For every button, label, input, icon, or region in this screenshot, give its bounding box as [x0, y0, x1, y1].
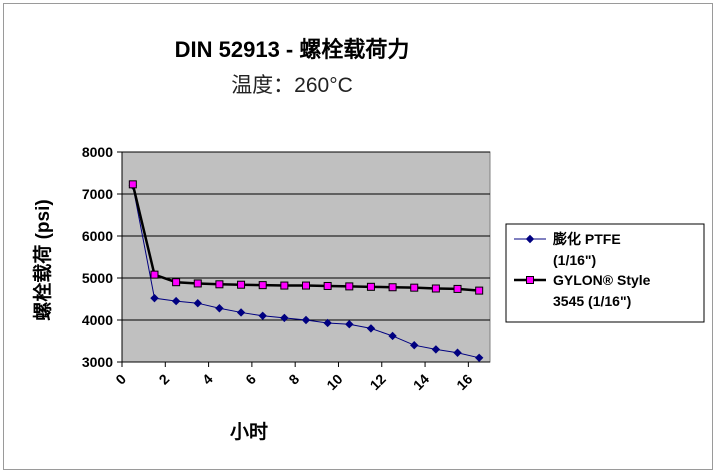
- x-tick-label: 10: [323, 371, 345, 393]
- x-tick-label: 8: [285, 371, 302, 388]
- series-layer: [128, 180, 484, 363]
- chart-title: DIN 52913 - 螺栓载荷力: [175, 37, 410, 62]
- y-axis-title: 螺栓载荷 (psi): [31, 199, 54, 320]
- data-point: [258, 281, 267, 290]
- x-tick-label: 12: [367, 371, 389, 393]
- data-point: [431, 284, 440, 293]
- data-point: [280, 313, 289, 323]
- data-point: [366, 282, 375, 291]
- data-point: [410, 283, 419, 292]
- axes: [117, 151, 490, 367]
- data-point: [237, 280, 246, 289]
- data-point: [193, 298, 202, 308]
- data-point: [215, 280, 224, 289]
- data-point: [453, 284, 462, 293]
- data-point: [280, 281, 289, 290]
- data-point: [302, 281, 310, 290]
- data-point: [323, 318, 332, 328]
- data-point: [475, 286, 484, 295]
- data-point: [258, 311, 267, 321]
- data-point: [171, 296, 181, 306]
- x-tick-label: 6: [242, 371, 259, 388]
- data-point: [172, 278, 181, 287]
- data-point: [388, 283, 397, 292]
- y-tick-label: 7000: [82, 186, 113, 202]
- legend-box: [505, 223, 705, 323]
- legend-item-1: 膨化 PTFE (1/16"): [514, 231, 621, 268]
- x-tick-label: 4: [199, 371, 216, 388]
- plot-area: [121, 151, 491, 363]
- y-tick-label: 3000: [82, 354, 113, 370]
- data-point: [128, 180, 137, 189]
- x-tick-label: 14: [410, 371, 432, 393]
- legend-label: (1/16"): [553, 252, 596, 268]
- data-point: [366, 324, 376, 333]
- data-point: [323, 281, 332, 290]
- bolt-load-chart: DIN 52913 - 螺栓载荷力 温度：260°C 3000 4000 5000 6…: [31, 37, 705, 443]
- chart-subtitle: 温度：260°C: [231, 74, 353, 97]
- data-point: [410, 340, 419, 350]
- data-point: [453, 348, 462, 357]
- legend-label: GYLON® Style: [553, 272, 651, 288]
- legend-label: 3545 (1/16"): [553, 293, 631, 309]
- legend: 膨化 PTFE (1/16") GYLON® Style 3545 (1/16"): [505, 223, 705, 323]
- y-tick-label: 5000: [82, 270, 113, 286]
- x-tick-label: 0: [112, 371, 129, 388]
- data-point: [215, 304, 224, 313]
- data-point: [301, 315, 311, 325]
- data-point: [345, 282, 354, 291]
- data-point: [474, 353, 484, 363]
- legend-label: 膨化 PTFE: [553, 231, 621, 247]
- data-point: [193, 279, 202, 288]
- legend-marker: [526, 276, 534, 284]
- data-point: [236, 308, 246, 317]
- legend-marker: [525, 234, 535, 244]
- data-point: [150, 270, 159, 279]
- data-point: [345, 319, 354, 329]
- x-axis-title: 小时: [230, 421, 268, 443]
- y-tick-label: 4000: [82, 312, 113, 328]
- data-point: [388, 331, 397, 341]
- data-point: [431, 345, 441, 354]
- y-tick-label: 6000: [82, 228, 113, 244]
- legend-item-2: GYLON® Style 3545 (1/16"): [514, 272, 651, 309]
- x-tick-label: 2: [156, 371, 173, 388]
- y-tick-label: 8000: [82, 144, 113, 160]
- series-2: [128, 180, 484, 295]
- data-point: [150, 293, 159, 303]
- x-tick-label: 16: [453, 371, 475, 393]
- chart-frame: DIN 52913 - 螺栓载荷力 温度：260°C 3000 4000 5000 6…: [3, 3, 713, 470]
